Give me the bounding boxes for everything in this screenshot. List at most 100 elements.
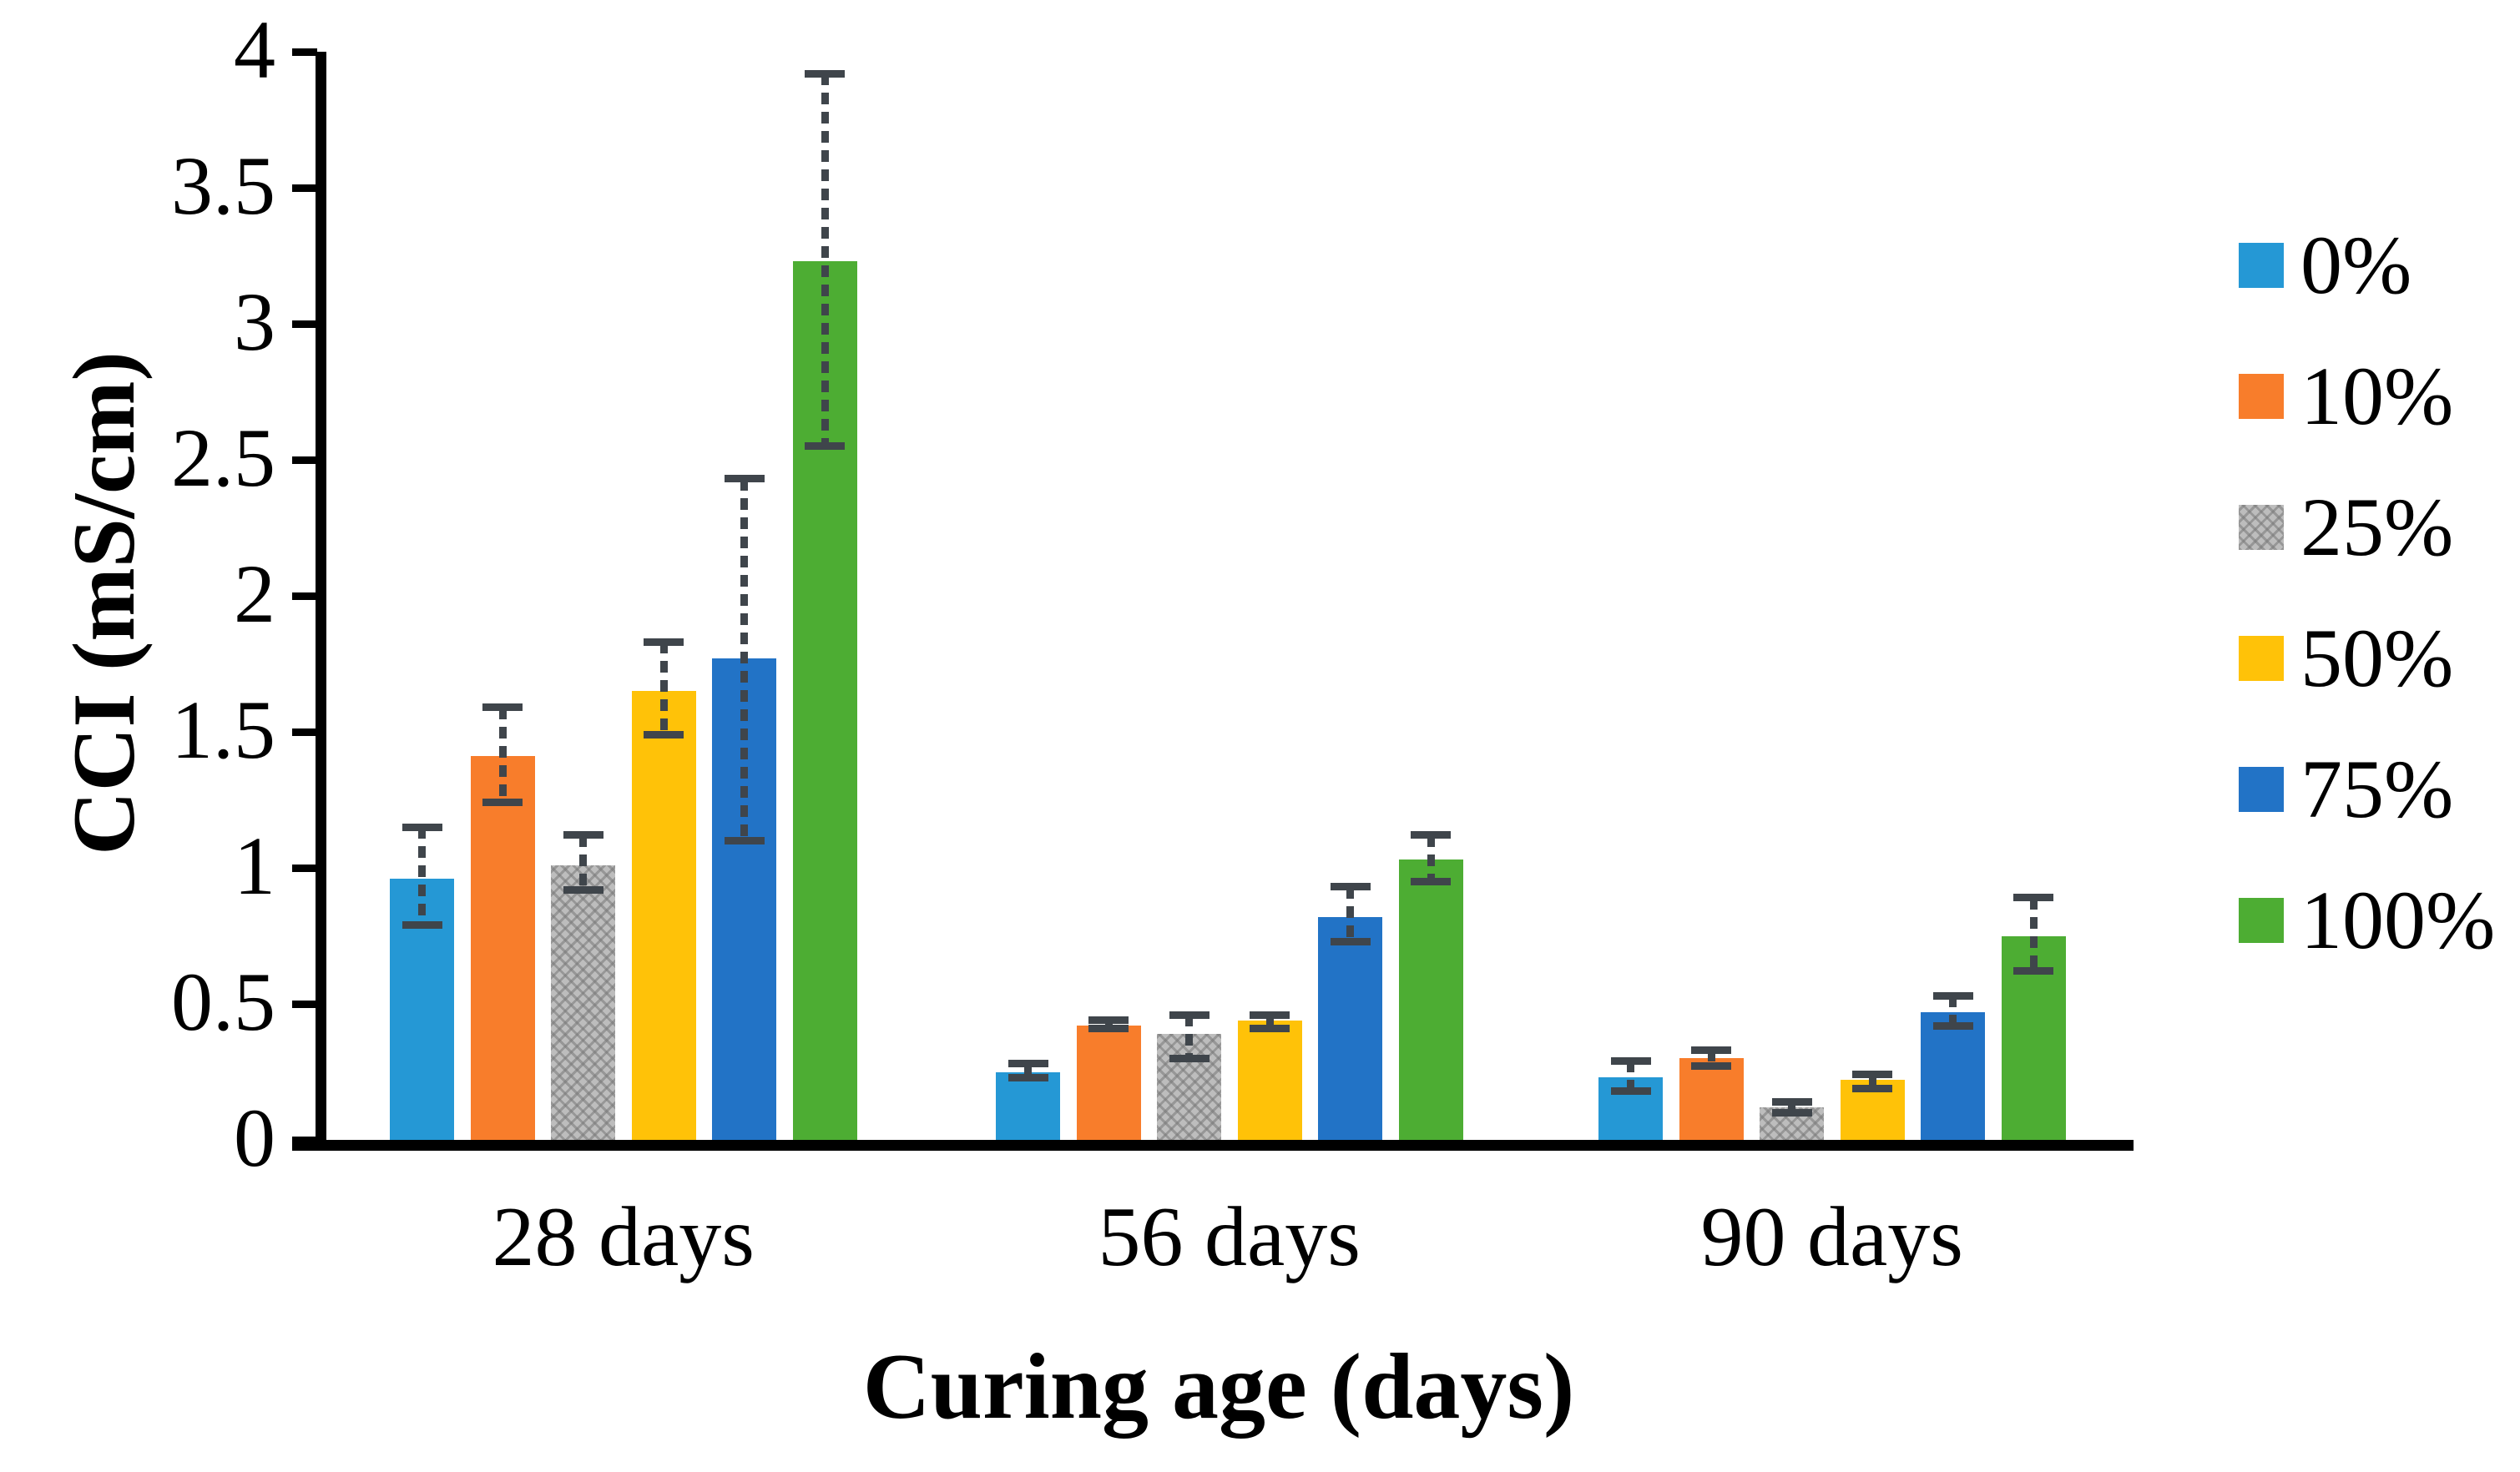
bar-series-2-group-0 — [551, 865, 615, 1140]
error-bar-cap — [1330, 937, 1371, 945]
y-tick-label: 1.5 — [171, 683, 275, 776]
legend-swatch — [2239, 505, 2284, 550]
error-bar-line — [1265, 1015, 1274, 1029]
error-bar-cap — [644, 638, 684, 646]
bar-series-3-group-0 — [631, 691, 696, 1140]
y-tick-mark — [292, 456, 317, 464]
legend-swatch — [2239, 767, 2284, 812]
category-label: 90 days — [1700, 1190, 1963, 1284]
legend-label: 50% — [2300, 612, 2454, 704]
y-tick-mark — [292, 728, 317, 736]
error-bar-line — [1185, 1015, 1193, 1059]
x-axis-line — [292, 1140, 2134, 1151]
error-bar-line — [418, 827, 426, 925]
error-bar-line — [1104, 1020, 1113, 1029]
error-bar-cap — [805, 442, 845, 451]
y-tick-label: 2 — [234, 547, 275, 640]
y-tick-mark — [292, 48, 317, 56]
error-bar-line — [579, 834, 587, 890]
legend-swatch — [2239, 636, 2284, 681]
legend-label: 25% — [2300, 481, 2454, 573]
error-bar-cap — [1691, 1062, 1731, 1071]
y-tick-mark — [292, 184, 317, 192]
legend-label: 75% — [2300, 743, 2454, 835]
bar-series-4-group-2 — [1921, 1011, 1985, 1140]
legend-label: 10% — [2300, 350, 2454, 442]
error-bar-cap — [1330, 883, 1371, 891]
y-tick-label: 3 — [234, 275, 275, 368]
error-bar-cap — [1250, 1011, 1290, 1019]
error-bar-cap — [1411, 831, 1451, 839]
bar-series-1-group-2 — [1679, 1058, 1744, 1140]
error-bar-line — [1788, 1101, 1795, 1113]
error-bar-cap — [1852, 1071, 1892, 1079]
error-bar-cap — [2013, 894, 2053, 902]
error-bar-cap — [1088, 1016, 1129, 1025]
category-label: 28 days — [492, 1190, 755, 1284]
bar-series-5-group-1 — [1398, 860, 1463, 1140]
error-bar-cap — [482, 703, 523, 712]
bar-series-1-group-0 — [470, 756, 535, 1140]
category-label: 56 days — [1098, 1190, 1361, 1284]
bar-series-0-group-1 — [996, 1071, 1060, 1140]
error-bar-line — [1024, 1063, 1032, 1078]
y-tick-label: 0.5 — [171, 955, 275, 1048]
error-bar-cap — [2013, 967, 2053, 975]
error-bar-cap — [1169, 1011, 1209, 1019]
error-bar-cap — [1852, 1084, 1892, 1092]
error-bar-cap — [1932, 991, 1973, 1000]
error-bar-cap — [1771, 1097, 1812, 1106]
bar-series-4-group-1 — [1318, 916, 1382, 1140]
error-bar-line — [498, 707, 507, 803]
legend-swatch — [2239, 243, 2284, 288]
error-bar-cap — [482, 799, 523, 807]
error-bar-cap — [563, 831, 603, 839]
error-bar-line — [2029, 897, 2038, 971]
y-tick-label: 4 — [234, 3, 275, 96]
y-tick-label: 2.5 — [171, 411, 275, 504]
error-bar-cap — [563, 885, 603, 894]
y-tick-label: 3.5 — [171, 139, 275, 232]
error-bar-cap — [1932, 1021, 1973, 1030]
y-tick-mark — [292, 1000, 317, 1008]
error-bar-cap — [401, 920, 442, 929]
error-bar-cap — [644, 730, 684, 739]
error-bar-line — [659, 642, 668, 735]
error-bar-cap — [1088, 1024, 1129, 1032]
error-bar-line — [1427, 834, 1435, 882]
error-bar-line — [1707, 1050, 1715, 1066]
y-tick-label: 1 — [234, 819, 275, 912]
legend-label: 100% — [2300, 874, 2496, 966]
error-bar-cap — [1250, 1024, 1290, 1032]
error-bar-line — [821, 73, 829, 446]
bar-series-2-group-1 — [1157, 1033, 1221, 1140]
legend-swatch — [2239, 898, 2284, 943]
bar-series-3-group-1 — [1237, 1020, 1302, 1140]
error-bar-cap — [401, 823, 442, 831]
error-bar-line — [1346, 886, 1354, 941]
error-bar-line — [740, 478, 748, 841]
y-tick-mark — [292, 320, 317, 328]
error-bar-cap — [724, 475, 765, 483]
y-tick-mark — [292, 592, 317, 600]
x-axis-title: Curing age (days) — [862, 1335, 1575, 1439]
error-bar-cap — [805, 69, 845, 78]
y-tick-mark — [292, 1136, 317, 1144]
y-tick-label: 0 — [234, 1091, 275, 1184]
error-bar-cap — [1007, 1060, 1048, 1068]
y-axis-line — [316, 52, 326, 1151]
bar-series-1-group-1 — [1076, 1026, 1141, 1140]
error-bar-cap — [1169, 1054, 1209, 1062]
error-bar-cap — [1411, 877, 1451, 885]
legend-label: 0% — [2300, 219, 2412, 311]
error-bar-line — [1949, 996, 1957, 1026]
legend-swatch — [2239, 374, 2284, 419]
error-bar-cap — [1610, 1086, 1651, 1095]
error-bar-cap — [1771, 1108, 1812, 1117]
error-bar-line — [1627, 1061, 1634, 1091]
error-bar-cap — [1610, 1056, 1651, 1065]
error-bar-cap — [724, 836, 765, 844]
y-tick-mark — [292, 864, 317, 872]
error-bar-line — [1868, 1074, 1876, 1089]
